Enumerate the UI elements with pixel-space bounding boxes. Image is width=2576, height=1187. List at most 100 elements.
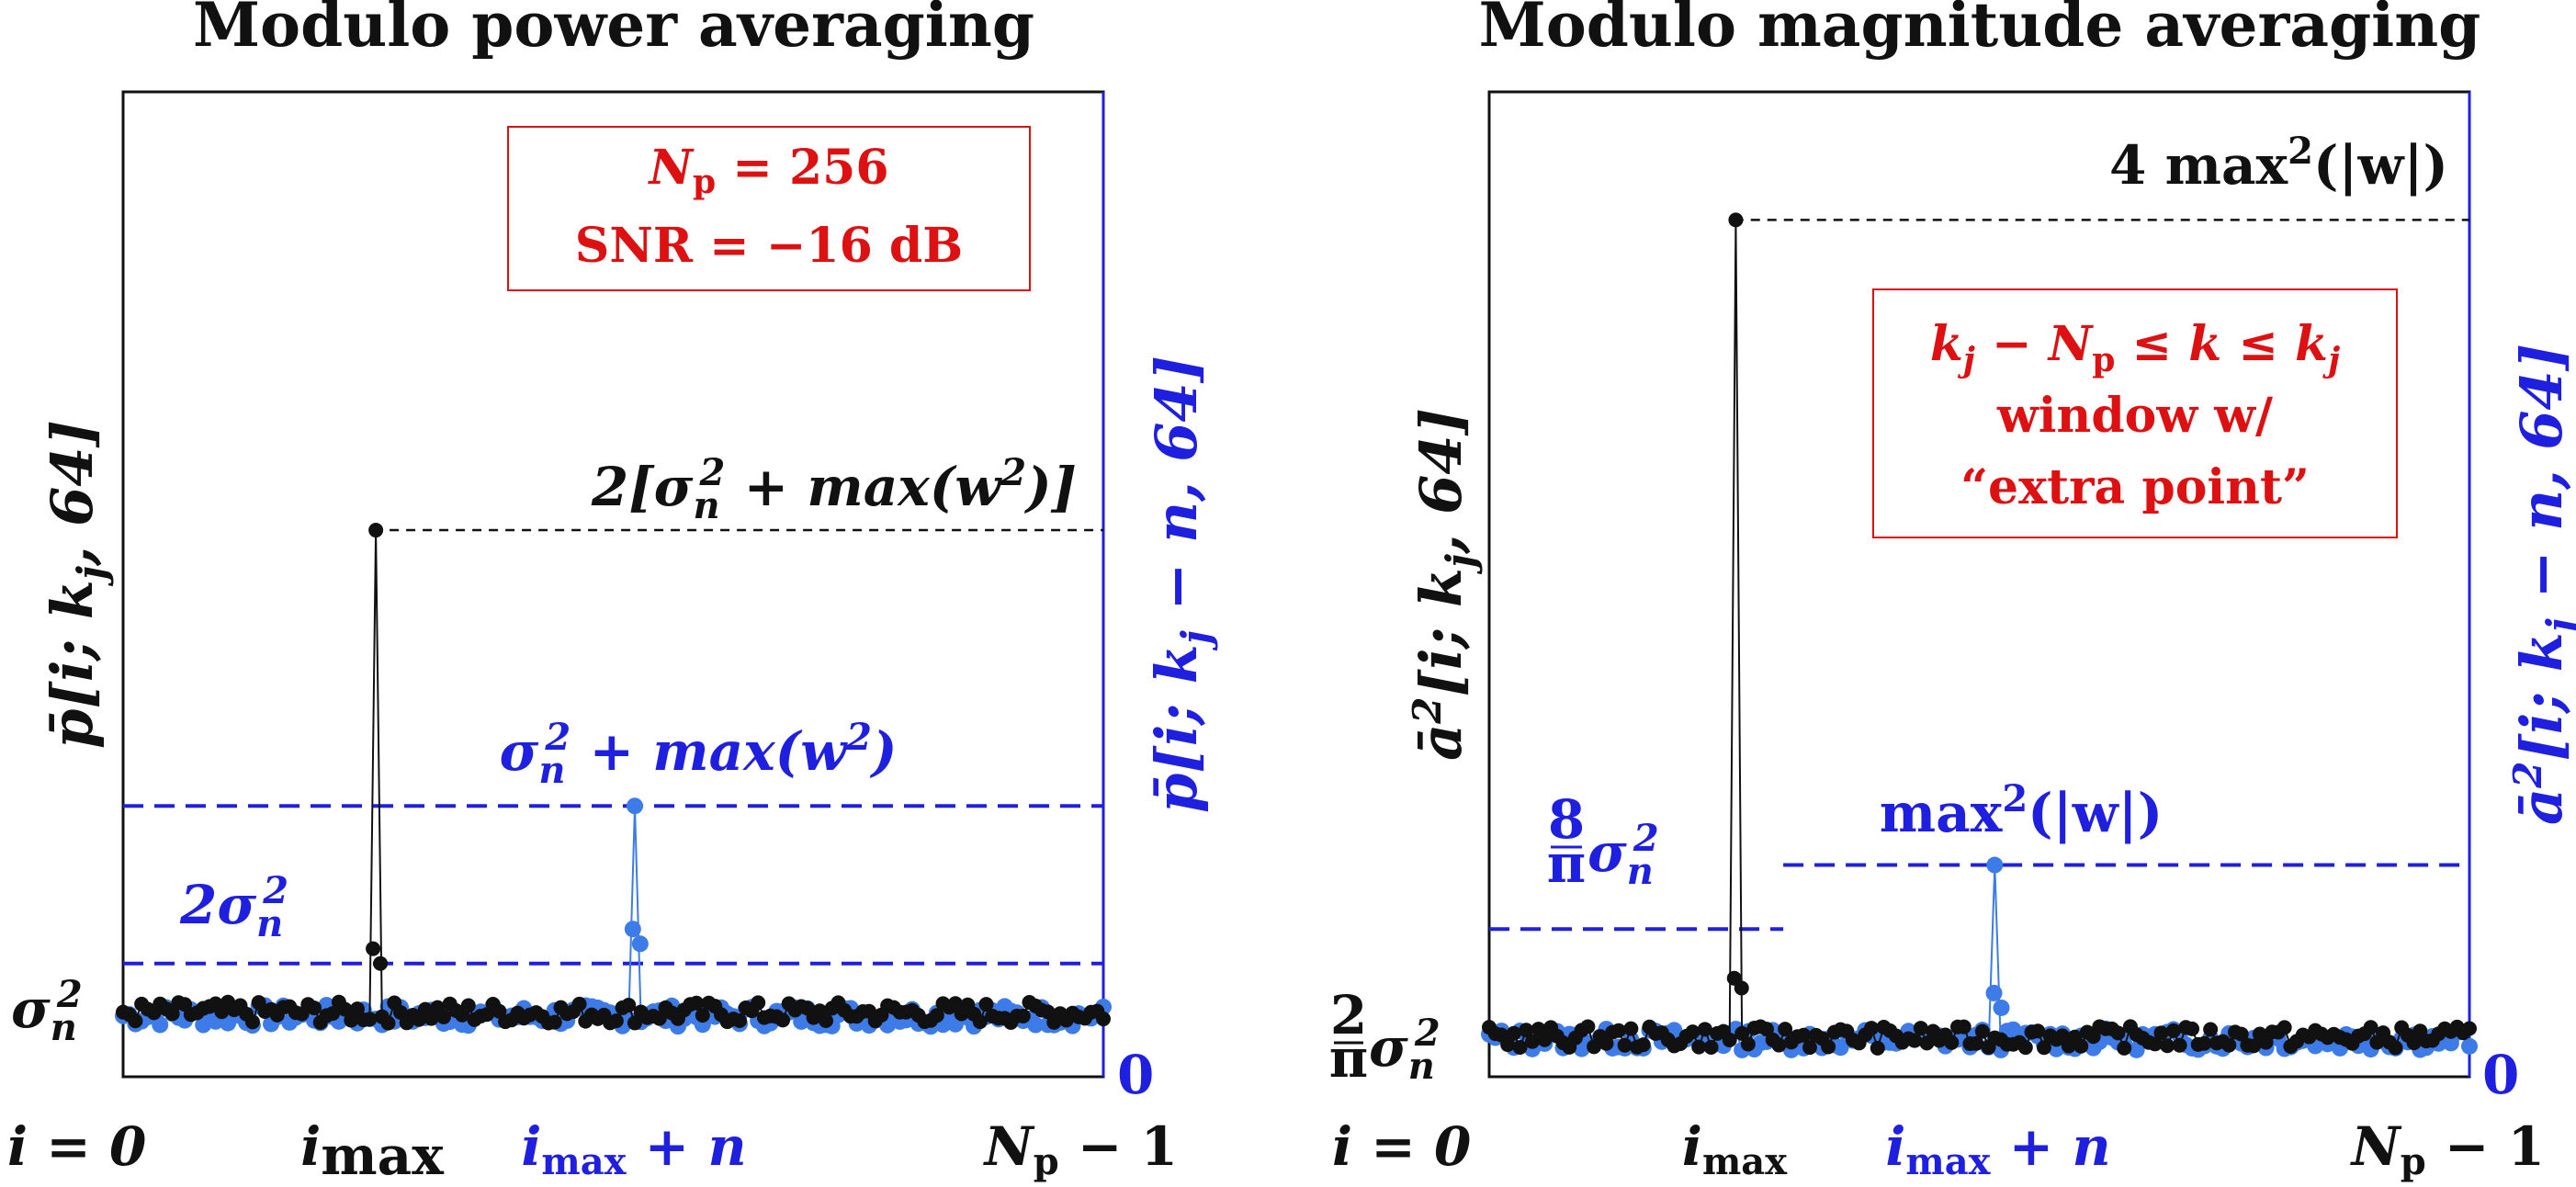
data-point-black xyxy=(1758,1022,1774,1037)
title-right: Modulo magnitude averaging xyxy=(1479,0,2481,61)
ytick-2pi-sigma: σn2 xyxy=(1369,1012,1441,1088)
xtick-imax-right: imax xyxy=(1682,1115,1788,1183)
data-point-black xyxy=(972,1014,988,1030)
xtick-i0-left: i = 0 xyxy=(7,1115,146,1178)
peak-side-point-blue xyxy=(1993,999,2010,1016)
data-point-black xyxy=(2017,1040,2033,1056)
data-point-black xyxy=(2165,1023,2181,1038)
data-point-black xyxy=(2153,1025,2169,1041)
axes-box-right xyxy=(1487,90,2471,1079)
data-point-black xyxy=(695,1008,710,1023)
title-left: Modulo power averaging xyxy=(193,0,1034,61)
ref-8pi-sigma: σn2 xyxy=(1587,817,1659,893)
box-right-line2: window w/ xyxy=(1996,388,2273,444)
data-point-black xyxy=(1919,1035,1935,1051)
data-point-black xyxy=(2117,1040,2132,1056)
annotation-box-left xyxy=(507,126,1031,291)
ytick-zero-left: 0 xyxy=(1117,1044,1154,1106)
peak-side-point-blue xyxy=(631,935,649,953)
data-point-black xyxy=(1635,1037,1651,1053)
data-point-black xyxy=(344,1012,359,1028)
xtick-imaxn-right: imax + n xyxy=(1885,1115,2110,1183)
data-point-black xyxy=(128,1013,143,1029)
ref-label-8pi-right: 8 π σn2 xyxy=(1547,788,1659,895)
data-point-black xyxy=(1907,1033,1923,1048)
xtick-i0-right: i = 0 xyxy=(1332,1115,1471,1178)
data-point-black xyxy=(2185,1021,2200,1036)
ylabel-right-left: p̄[i; kj − n, 64] xyxy=(1143,356,1218,813)
data-point-black xyxy=(1610,1023,1626,1038)
series-right xyxy=(1481,212,2478,1058)
data-point-black xyxy=(2406,1035,2422,1051)
data-point-black xyxy=(1740,1036,1756,1052)
data-point-black xyxy=(307,1000,322,1016)
data-point-black xyxy=(608,1013,624,1029)
xtick-imaxn-left: imax + n xyxy=(521,1115,746,1183)
ytick-sigma-left: σn2 xyxy=(11,973,83,1049)
box-left-snr: SNR = −16 dB xyxy=(575,218,963,274)
ref-8pi-num: 8 xyxy=(1548,788,1585,851)
panel-right: kj − Np ≤ k ≤ kj window w/ “extra point”… xyxy=(1329,90,2576,1183)
data-point-black xyxy=(1599,1035,1614,1051)
data-point-black xyxy=(2036,1040,2051,1056)
data-point-black xyxy=(2221,1037,2237,1053)
data-point-black xyxy=(362,1012,378,1027)
peak-side-point-black xyxy=(373,955,389,971)
data-point-black xyxy=(819,1013,834,1029)
data-point-black xyxy=(1506,1025,1521,1041)
data-point-black xyxy=(460,998,476,1013)
data-point-black xyxy=(1519,1023,1534,1038)
data-point-black xyxy=(2073,1038,2089,1054)
xtick-imax-left: imax xyxy=(300,1115,444,1187)
data-point-black xyxy=(1778,1022,1793,1037)
data-point-black xyxy=(1802,1040,1817,1056)
ref-label-blue-peak-right: max2(|w|) xyxy=(1880,777,2163,844)
ytick-2pi-right: 2 π σn2 xyxy=(1329,984,1441,1090)
data-point-black xyxy=(1531,1022,1546,1037)
data-point-black xyxy=(435,1009,451,1024)
data-point-black xyxy=(1691,1039,1707,1055)
reference-lines-right xyxy=(1489,219,2469,932)
ylabel-left: p̄[i; kj, 64] xyxy=(39,420,114,749)
data-point-blue xyxy=(1027,1016,1045,1034)
ref-label-peak-right: 4 max2(|w|) xyxy=(2109,130,2448,197)
data-point-black xyxy=(1796,1027,1812,1043)
peak-side-point-blue xyxy=(624,921,641,938)
peak-side-point-blue xyxy=(1985,984,2003,1001)
xtick-np-left: Np − 1 xyxy=(983,1115,1178,1183)
data-point-black xyxy=(2203,1022,2219,1037)
data-point-blue xyxy=(626,797,643,815)
data-point-black xyxy=(1728,212,1744,228)
data-point-black xyxy=(1771,1037,1787,1053)
reference-lines-left xyxy=(123,528,1103,966)
data-point-black xyxy=(2388,1040,2403,1056)
data-point-black xyxy=(2246,1038,2262,1054)
data-point-black xyxy=(1864,1021,1880,1036)
data-point-black xyxy=(1870,1040,1885,1056)
ref-8pi-den: π xyxy=(1547,832,1586,895)
data-point-black xyxy=(2160,1038,2175,1054)
data-point-black xyxy=(2172,1037,2187,1053)
data-point-black xyxy=(1623,1021,1639,1036)
data-point-black xyxy=(627,1015,642,1031)
data-point-black xyxy=(1722,1032,1737,1047)
data-point-black xyxy=(571,996,587,1012)
data-point-black xyxy=(380,1015,396,1031)
data-point-black xyxy=(2363,1020,2378,1035)
series-left xyxy=(115,523,1112,1035)
annotation-box-right xyxy=(1872,288,2398,538)
data-point-black xyxy=(2462,1021,2477,1036)
data-point-black xyxy=(1500,1037,1516,1053)
box-left-np: Np = 256 xyxy=(647,140,888,201)
data-point-black xyxy=(325,1006,341,1022)
panel-left: Np = 256 SNR = −16 dB 2[σn2 + max(w2)] σ… xyxy=(7,90,1218,1187)
box-right-line3: “extra point” xyxy=(1960,459,2310,515)
data-point-black xyxy=(732,1012,748,1028)
data-point-black xyxy=(1697,1022,1712,1037)
data-point-black xyxy=(350,1001,366,1017)
data-point-blue xyxy=(1986,856,2004,874)
data-point-blue xyxy=(2461,1037,2478,1055)
ytick-2pi-den: π xyxy=(1329,1027,1368,1090)
data-point-black xyxy=(1944,1034,1960,1050)
data-point-black xyxy=(929,1008,944,1023)
